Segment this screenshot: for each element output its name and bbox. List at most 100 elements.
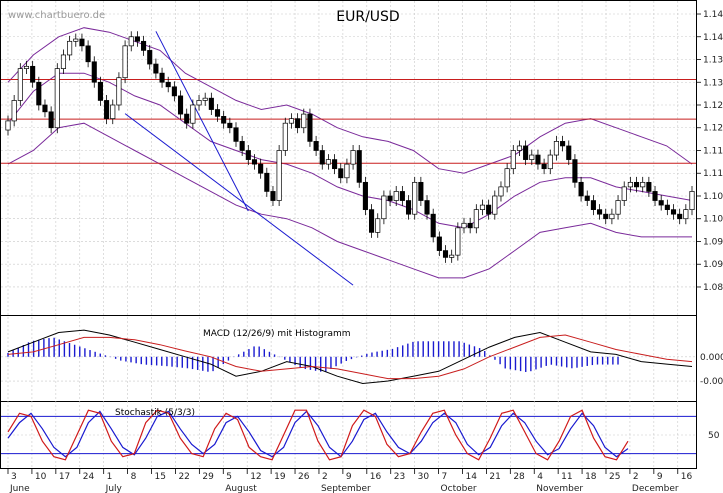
candle-body: [578, 181, 584, 197]
candle-body: [159, 72, 165, 83]
candle-body: [658, 200, 664, 206]
candle-body: [523, 145, 529, 160]
x-tick-label: 7: [442, 472, 448, 482]
candle-body: [91, 61, 97, 83]
x-tick-label: 8: [131, 472, 137, 482]
y-tick-label: 1.115: [703, 146, 723, 156]
x-tick-label: 3: [11, 472, 17, 482]
candle-body: [338, 168, 344, 179]
x-tick-label: 4: [537, 472, 543, 482]
candle-body: [153, 63, 159, 74]
candle-body: [553, 141, 559, 156]
candle-body: [455, 227, 461, 256]
candle-body: [184, 113, 190, 124]
candle-body: [313, 141, 319, 151]
candle-body: [344, 163, 350, 179]
candle-body: [590, 200, 596, 210]
x-tick-label: 28: [513, 472, 525, 482]
candle-body: [399, 191, 405, 201]
macd-label: MACD (12/26/9) mit Histogramm: [203, 329, 351, 339]
candle-body: [621, 186, 627, 201]
x-tick-label: 2: [633, 472, 639, 482]
candle-body: [5, 120, 11, 131]
x-tick-label: 23: [394, 472, 405, 482]
candle-body: [529, 154, 535, 160]
candle-body: [288, 118, 295, 124]
candle-body: [381, 195, 387, 220]
candle-body: [295, 118, 301, 129]
bollinger-mid: [7, 72, 693, 229]
macd-signal-line: [7, 334, 693, 380]
bollinger-upper: [7, 27, 693, 174]
candle-body: [492, 195, 498, 215]
candle-body: [467, 222, 473, 229]
candle-body: [640, 181, 646, 188]
candle-body: [603, 213, 609, 220]
x-tick-label: 29: [202, 472, 214, 482]
candle-body: [258, 163, 264, 174]
candle-body: [67, 40, 73, 56]
month-label: December: [632, 484, 679, 493]
candle-body: [110, 104, 116, 119]
candle-body: [227, 122, 233, 129]
candle-body: [251, 159, 258, 165]
candle-body: [208, 97, 214, 110]
x-tick-label: 21: [489, 472, 500, 482]
candle-body: [689, 191, 695, 210]
x-tick-label: 9: [657, 472, 663, 482]
candle-body: [664, 204, 670, 210]
month-label: November: [536, 484, 583, 493]
x-tick-label: 24: [83, 472, 95, 482]
candle-body: [627, 181, 633, 188]
candle-body: [319, 150, 325, 165]
candle-body: [584, 195, 590, 201]
candle-body: [196, 100, 202, 106]
x-tick-label: 11: [561, 472, 572, 482]
candle-body: [479, 204, 486, 210]
candle-body: [233, 127, 239, 142]
candle-body: [141, 40, 147, 51]
candle-body: [79, 38, 85, 47]
candle-body: [11, 100, 17, 122]
y-tick-label: 1.105: [703, 192, 723, 202]
y-tick-label: 1.120: [703, 124, 723, 134]
candle-body: [177, 95, 184, 115]
candle-body: [301, 113, 307, 129]
candle-body: [504, 168, 510, 188]
candle-body: [461, 222, 467, 229]
candle-body: [325, 159, 331, 165]
candle-body: [23, 65, 30, 69]
x-tick-label: 15: [155, 472, 166, 482]
candle-body: [387, 195, 393, 201]
x-tick-label: 5: [226, 472, 232, 482]
stochastic-label: Stochastik (5/3/3): [115, 408, 195, 418]
candle-body: [350, 150, 356, 165]
candle-body: [190, 104, 196, 124]
candle-body: [116, 77, 122, 106]
candle-body: [535, 154, 541, 165]
candle-body: [85, 45, 91, 63]
candle-body: [270, 191, 276, 201]
stoch-d-line: [7, 410, 629, 458]
y-tick-label: 1.130: [703, 78, 723, 88]
y-tick-label: 1.090: [703, 260, 723, 270]
channel-lower-line: [124, 113, 354, 286]
candle-body: [418, 181, 424, 201]
candle-body: [547, 154, 553, 170]
candle-body: [97, 81, 103, 101]
candle-body: [510, 150, 516, 170]
candle-body: [165, 81, 171, 88]
channel-upper-line: [155, 31, 249, 212]
y-tick-label: 1.085: [703, 283, 723, 293]
candle-body: [214, 109, 221, 117]
candle-body: [332, 159, 338, 170]
candle-body: [677, 213, 683, 220]
macd-y-tick-label: -0.005: [700, 377, 723, 387]
candle-body: [356, 150, 362, 183]
candle-body: [473, 209, 479, 229]
candle-body: [412, 181, 418, 215]
candle-body: [683, 209, 689, 220]
candle-body: [615, 200, 621, 215]
